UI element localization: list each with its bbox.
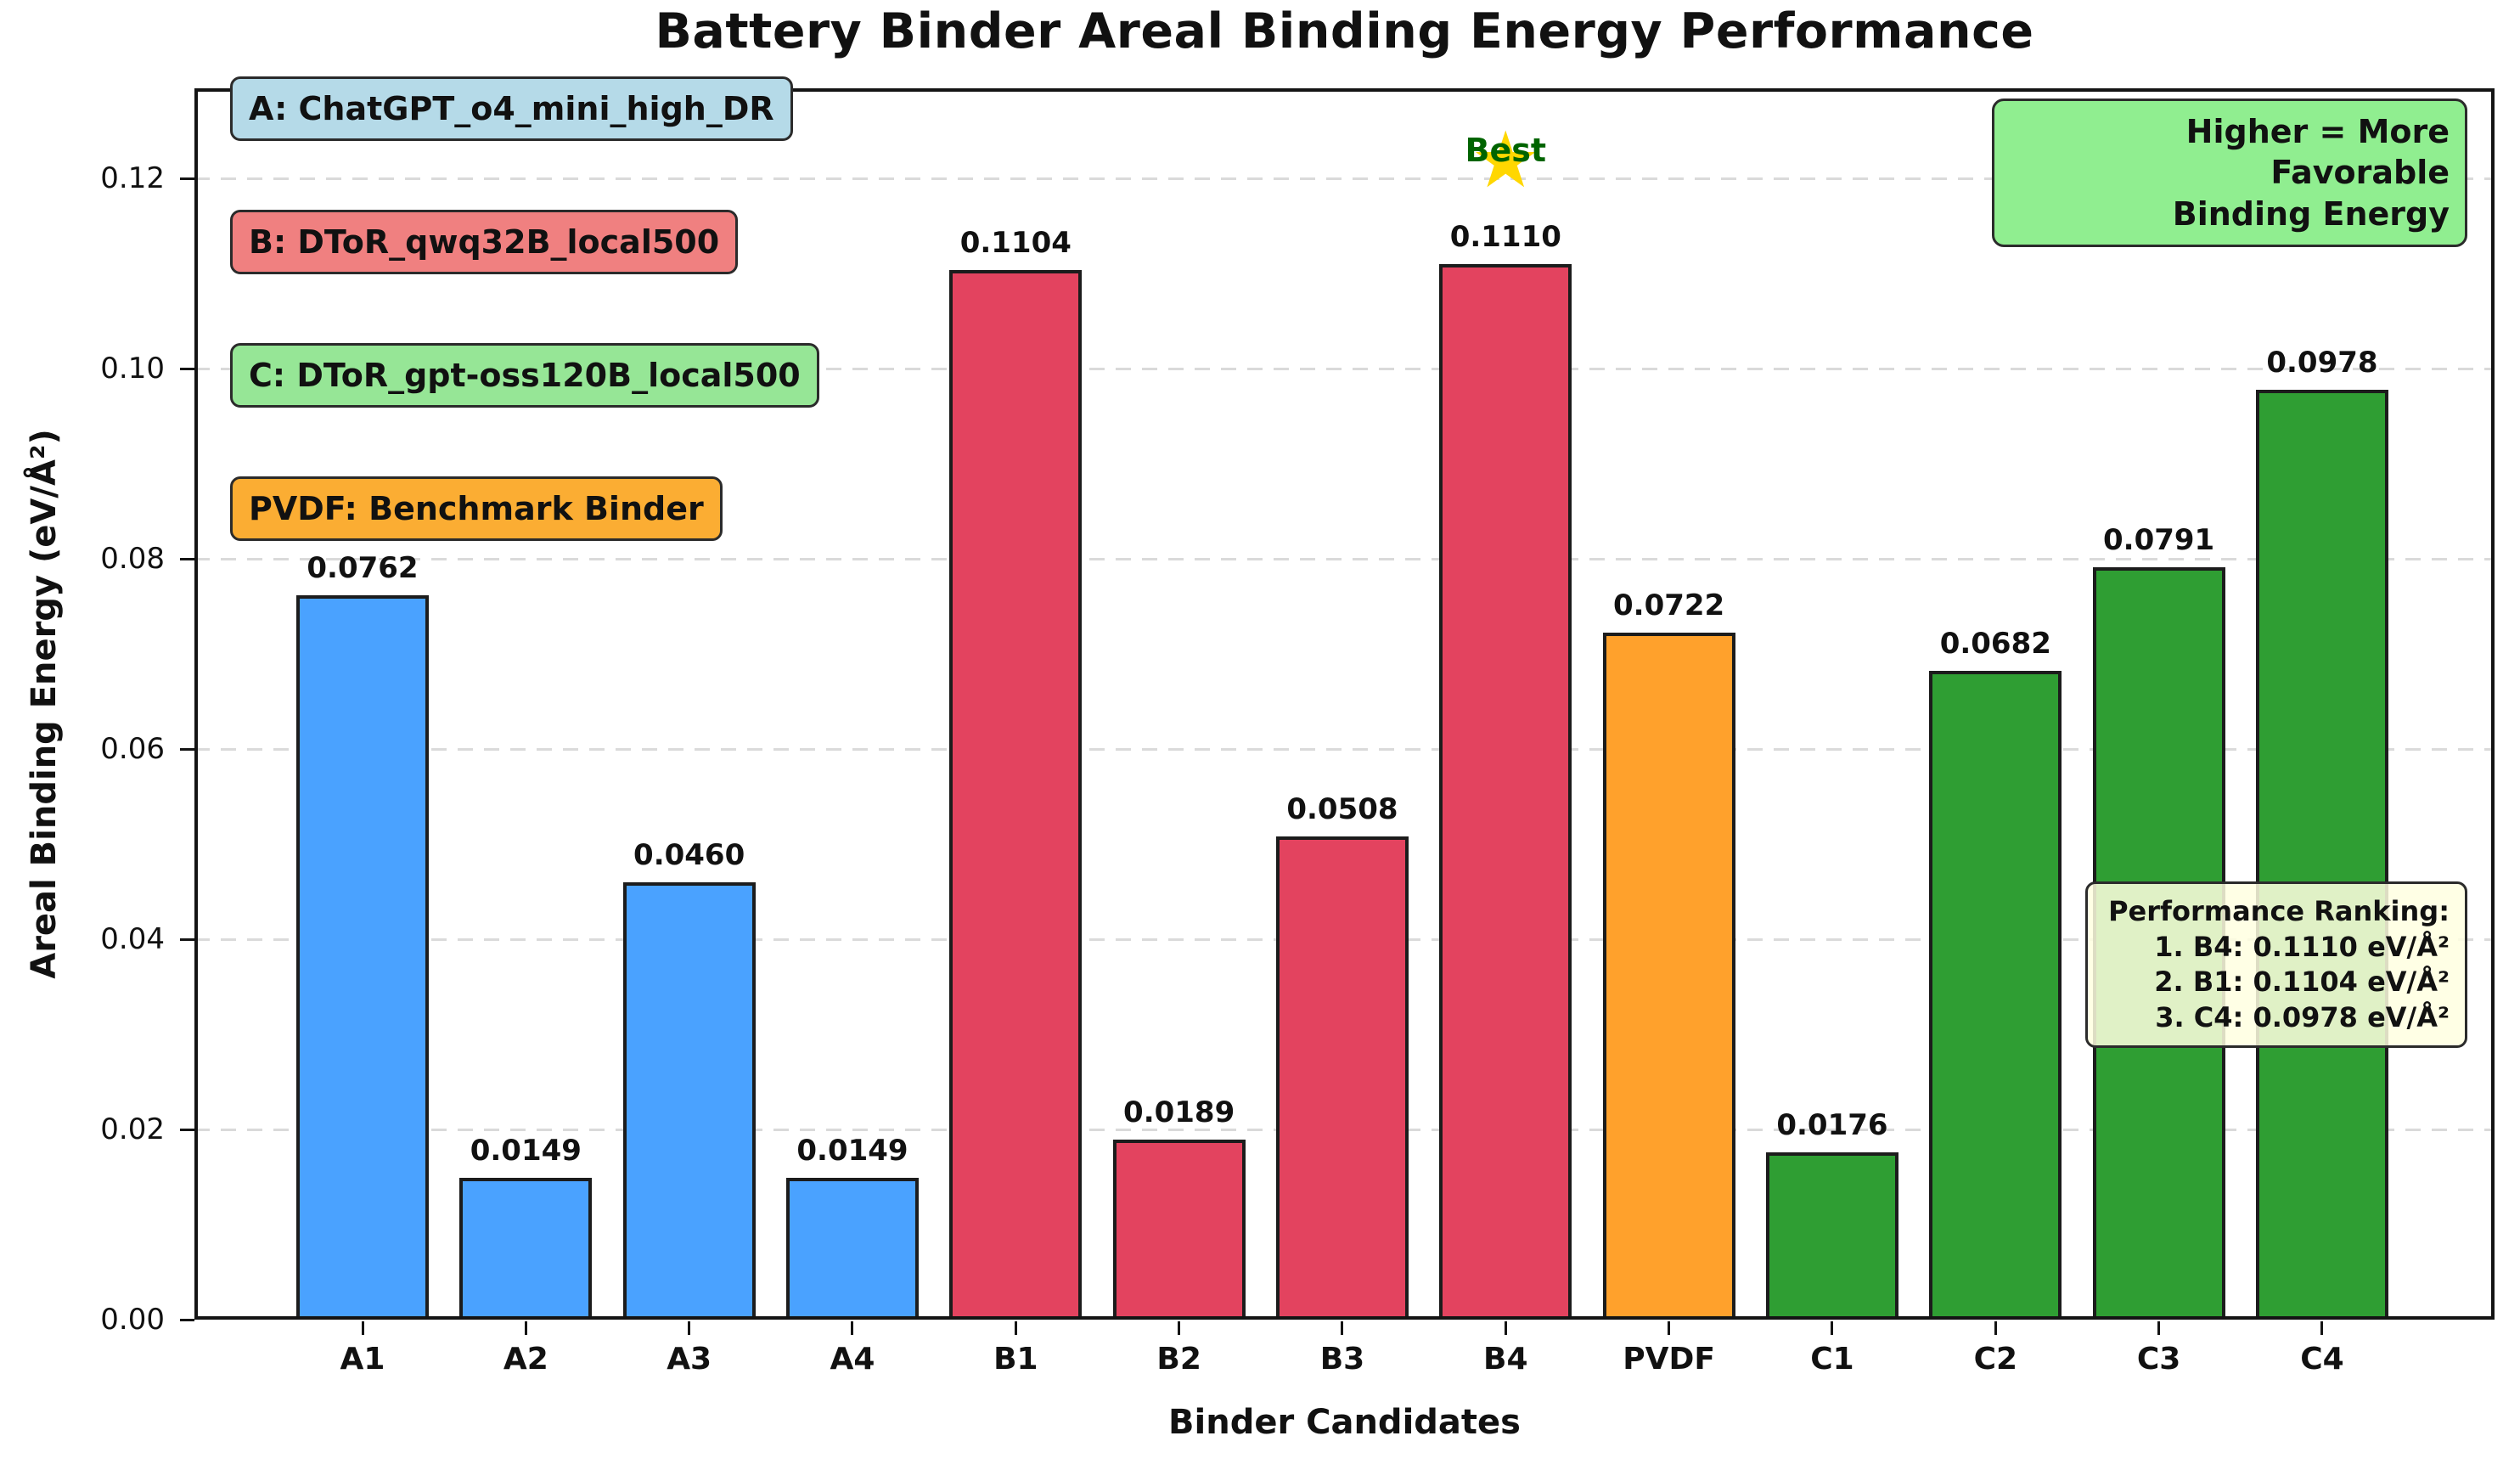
- y-tick-mark: [180, 557, 194, 560]
- x-tick-label-A2: A2: [503, 1342, 548, 1377]
- bar-value-label-B3: 0.0508: [1286, 792, 1398, 827]
- note-line: Binding Energy: [2172, 194, 2450, 233]
- ranking-lines: 1. B4: 0.1110 eV/Å² 2. B1: 0.1104 eV/Å² 3.…: [2103, 930, 2450, 1036]
- bar-C1: [1765, 1151, 1898, 1320]
- bar-value-label-C3: 0.0791: [2103, 523, 2215, 558]
- x-tick-mark: [1341, 1321, 1344, 1335]
- y-tick-mark: [180, 367, 194, 370]
- x-tick-mark: [851, 1321, 854, 1335]
- y-tick-label: 0.08: [100, 542, 165, 576]
- gridline: [194, 747, 2495, 751]
- y-tick-label: 0.12: [100, 161, 165, 195]
- bar-B3: [1275, 836, 1409, 1320]
- bar-B1: [949, 269, 1083, 1320]
- y-tick-mark: [180, 177, 194, 180]
- gridline: [194, 367, 2495, 370]
- x-tick-label-B1: B1: [993, 1342, 1038, 1377]
- bar-C2: [1929, 671, 2062, 1320]
- y-tick-label: 0.02: [100, 1112, 165, 1146]
- x-tick-label-A4: A4: [830, 1342, 875, 1377]
- gridline: [194, 557, 2495, 560]
- x-tick-label-C2: C2: [1973, 1342, 2018, 1377]
- bar-B2: [1112, 1140, 1246, 1320]
- note-line: Higher = More Favorable: [2185, 113, 2450, 192]
- best-star-icon: ★: [1471, 114, 1541, 206]
- y-tick-label: 0.04: [100, 922, 165, 956]
- x-tick-label-B3: B3: [1319, 1342, 1365, 1377]
- y-tick-label: 0.00: [100, 1303, 165, 1337]
- x-tick-label-C1: C1: [1810, 1342, 1854, 1377]
- x-tick-mark: [1178, 1321, 1181, 1335]
- x-tick-label-PVDF: PVDF: [1623, 1342, 1715, 1377]
- bar-A3: [622, 881, 756, 1320]
- x-tick-label-A1: A1: [340, 1342, 385, 1377]
- bar-value-label-A3: 0.0460: [633, 837, 745, 872]
- bar-value-label-A2: 0.0149: [470, 1134, 582, 1168]
- x-tick-label-C3: C3: [2136, 1342, 2181, 1377]
- x-tick-mark: [524, 1321, 527, 1335]
- bar-value-label-C2: 0.0682: [1939, 627, 2051, 662]
- legend-item-p: PVDF: Benchmark Binder: [230, 476, 723, 541]
- bar-value-label-PVDF: 0.0722: [1613, 588, 1725, 623]
- y-tick-label: 0.06: [100, 732, 165, 766]
- x-tick-mark: [2157, 1321, 2161, 1335]
- legend-item-c: C: DToR_gpt-oss120B_local500: [230, 343, 819, 408]
- y-tick-mark: [180, 1128, 194, 1131]
- x-tick-mark: [1831, 1321, 1834, 1335]
- bar-A1: [296, 594, 429, 1320]
- y-tick-label: 0.10: [100, 352, 165, 386]
- legend-item-b: B: DToR_qwq32B_local500: [230, 210, 739, 274]
- ranking-title: Performance Ranking:: [2108, 895, 2450, 927]
- x-tick-label-B2: B2: [1156, 1342, 1201, 1377]
- bar-value-label-C1: 0.0176: [1776, 1107, 1888, 1142]
- y-tick-mark: [180, 747, 194, 751]
- x-tick-mark: [688, 1321, 691, 1335]
- x-tick-mark: [1504, 1321, 1507, 1335]
- x-tick-label-A3: A3: [667, 1342, 712, 1377]
- bar-value-label-B4: 0.1110: [1449, 219, 1561, 254]
- bar-B4: [1439, 263, 1572, 1320]
- note-box: Higher = More Favorable Binding Energy: [1992, 99, 2467, 247]
- x-tick-label-C4: C4: [2300, 1342, 2344, 1377]
- performance-ranking-box: Performance Ranking: 1. B4: 0.1110 eV/Å²…: [2085, 881, 2467, 1049]
- bar-value-label-C4: 0.0978: [2266, 345, 2378, 380]
- x-tick-mark: [1994, 1321, 1997, 1335]
- legend-item-a: A: ChatGPT_o4_mini_high_DR: [230, 76, 793, 141]
- x-tick-mark: [1668, 1321, 1671, 1335]
- bar-value-label-B1: 0.1104: [959, 225, 1072, 260]
- x-tick-label-B4: B4: [1483, 1342, 1528, 1377]
- bar-PVDF: [1602, 633, 1735, 1320]
- bar-A2: [459, 1178, 593, 1320]
- bar-A4: [785, 1178, 919, 1320]
- bar-value-label-B2: 0.0189: [1123, 1095, 1235, 1130]
- ranking-line: 1. B4: 0.1110 eV/Å²: [2154, 930, 2450, 963]
- ranking-line: 3. C4: 0.0978 eV/Å²: [2155, 1000, 2450, 1033]
- x-axis-label: Binder Candidates: [1168, 1403, 1521, 1442]
- bar-C4: [2255, 389, 2388, 1320]
- y-tick-mark: [180, 1318, 194, 1321]
- ranking-line: 2. B1: 0.1104 eV/Å²: [2154, 966, 2450, 999]
- x-tick-mark: [1014, 1321, 1017, 1335]
- bar-value-label-A1: 0.0762: [307, 550, 419, 585]
- y-tick-mark: [180, 938, 194, 941]
- x-tick-mark: [2320, 1321, 2324, 1335]
- chart-title: Battery Binder Areal Binding Energy Perf…: [655, 3, 2034, 59]
- bar-value-label-A4: 0.0149: [796, 1134, 908, 1168]
- best-label: Best: [1465, 131, 1547, 169]
- x-tick-mark: [361, 1321, 364, 1335]
- gridline: [194, 177, 2495, 180]
- y-axis-label: Areal Binding Energy (eV/Å²): [25, 429, 64, 979]
